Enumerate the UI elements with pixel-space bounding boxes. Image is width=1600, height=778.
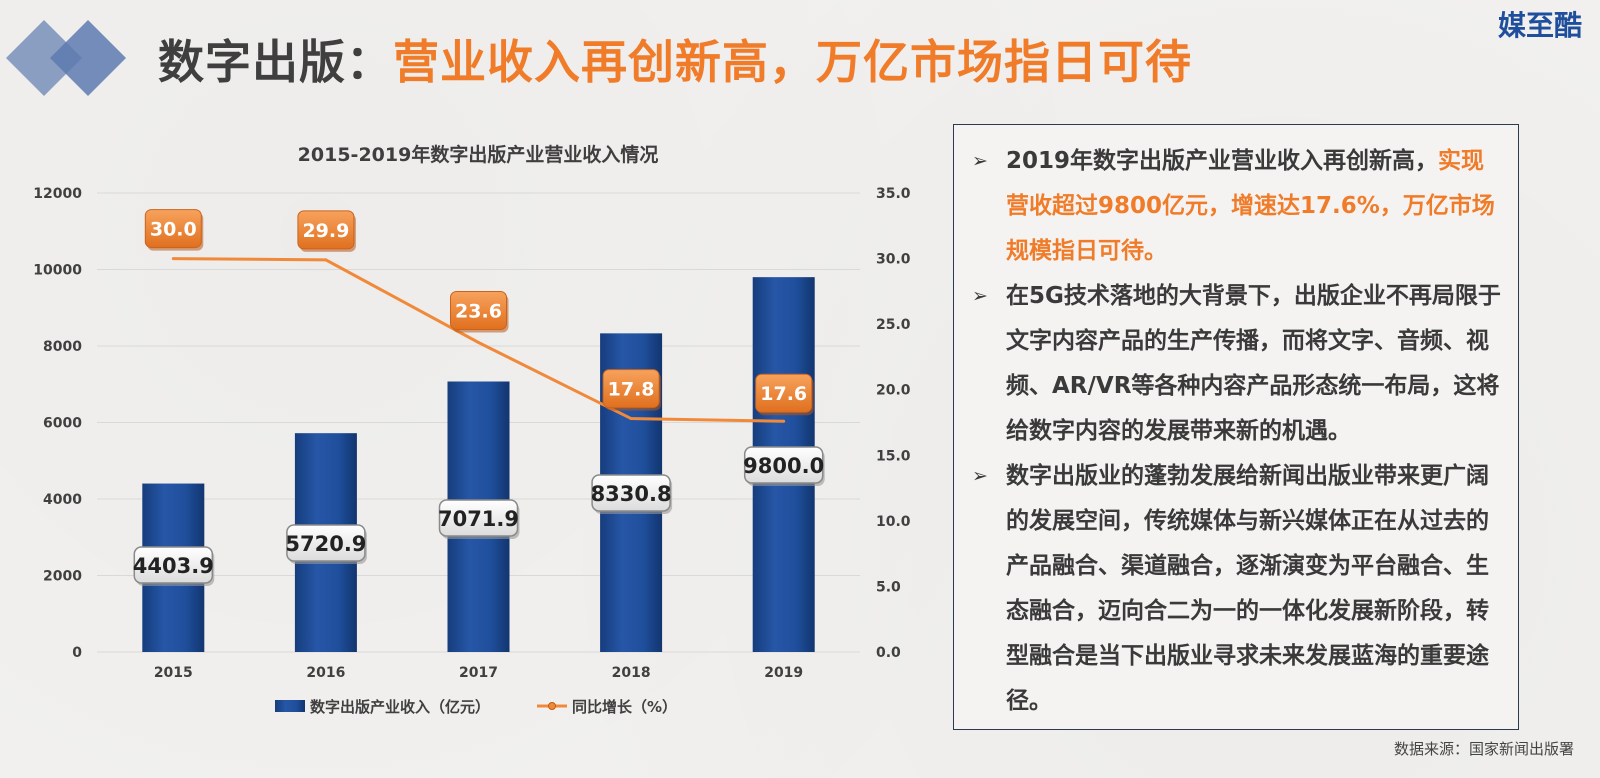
x-tick-label: 2018 xyxy=(612,665,651,681)
line-data-label: 17.8 xyxy=(608,379,655,401)
arrow-bullet-icon: ➢ xyxy=(972,285,988,307)
bullet-item: ➢ 2019年数字出版产业营业收入再创新高，实现营收超过9800亿元，增速达17.… xyxy=(972,139,1502,274)
title-accent: 营业收入再创新高，万亿市场指日可待 xyxy=(393,35,1192,89)
y-left-tick-label: 10000 xyxy=(33,263,82,279)
bullet-text: 在5G技术落地的大背景下，出版企业不再局限于文字内容产品的生产传播，而将文字、音… xyxy=(1006,274,1502,454)
bar-label-box xyxy=(133,546,214,584)
line-point xyxy=(629,417,633,421)
line-data-label: 23.6 xyxy=(455,301,502,323)
x-tick-label: 2016 xyxy=(306,665,345,681)
y-right-tick-label: 15.0 xyxy=(876,448,911,464)
legend-bar-label: 数字出版产业收入（亿元） xyxy=(310,698,490,716)
line-point xyxy=(171,257,175,261)
bullet-segment: 2019年数字出版产业营业收入再创新高， xyxy=(1006,148,1439,174)
line-point xyxy=(324,258,328,262)
summary-panel: ➢ 2019年数字出版产业营业收入再创新高，实现营收超过9800亿元，增速达17.… xyxy=(953,124,1519,730)
bar-label-box xyxy=(743,446,824,484)
y-left-tick-label: 0 xyxy=(72,645,82,661)
bar-data-label: 7071.9 xyxy=(438,507,519,531)
y-left-tick-label: 6000 xyxy=(43,416,82,432)
line-data-label: 30.0 xyxy=(150,219,197,241)
y-left-tick-label: 12000 xyxy=(33,186,82,202)
bar-label-box xyxy=(591,474,671,512)
revenue-chart: 0 2000 4000 6000 8000 10000 12000 0.0 5.0 10.0 15.… xyxy=(33,143,911,716)
title-main: 数字出版： xyxy=(158,35,393,89)
line-label-tag xyxy=(755,373,813,413)
line-label-tag xyxy=(144,209,202,249)
bar-data-label: 4403.9 xyxy=(133,554,214,578)
legend-bar-swatch xyxy=(275,700,305,712)
brand-logo: 媒至酷 xyxy=(1497,9,1582,42)
y-right-tick-label: 30.0 xyxy=(876,252,911,268)
x-tick-label: 2015 xyxy=(154,665,193,681)
line-data-label: 17.6 xyxy=(760,383,807,405)
y-right-tick-label: 0.0 xyxy=(876,645,901,661)
arrow-bullet-icon: ➢ xyxy=(972,465,988,487)
line-label-tag xyxy=(602,369,660,409)
chart-title: 2015-2019年数字出版产业营业收入情况 xyxy=(298,143,659,166)
y-right-tick-label: 5.0 xyxy=(876,579,901,595)
y-right-tick-label: 10.0 xyxy=(876,514,911,530)
bullet-segment: 数字出版业的蓬勃发展给新闻出版业带来更广阔的发展空间，传统媒体与新兴媒体正在从过… xyxy=(1006,463,1489,714)
y-left-tick-label: 2000 xyxy=(43,569,82,585)
y-right-tick-label: 20.0 xyxy=(876,383,911,399)
data-source: 数据来源：国家新闻出版署 xyxy=(1393,740,1574,758)
y-right-tick-label: 35.0 xyxy=(876,186,911,202)
arrow-bullet-icon: ➢ xyxy=(972,150,988,172)
x-tick-label: 2017 xyxy=(459,665,498,681)
bullet-text: 数字出版业的蓬勃发展给新闻出版业带来更广阔的发展空间，传统媒体与新兴媒体正在从过… xyxy=(1006,454,1502,724)
line-point xyxy=(477,341,480,345)
bar-label-box xyxy=(286,524,366,562)
bar-label-box xyxy=(438,499,519,537)
page-title: 数字出版：营业收入再创新高，万亿市场指日可待 xyxy=(158,26,1192,92)
line-data-label: 29.9 xyxy=(302,220,349,242)
bar-data-label: 9800.0 xyxy=(743,454,824,478)
bullet-highlight: 实现营收超过9800亿元，增速达17.6%，万亿市场规模指日可待。 xyxy=(1006,148,1495,264)
line-point xyxy=(782,419,786,423)
bullet-item: ➢ 数字出版业的蓬勃发展给新闻出版业带来更广阔的发展空间，传统媒体与新兴媒体正在从… xyxy=(972,454,1502,724)
bullet-text: 2019年数字出版产业营业收入再创新高，实现营收超过9800亿元，增速达17.6… xyxy=(1006,139,1502,274)
line-label-tag xyxy=(450,291,507,331)
y-left-tick-label: 4000 xyxy=(43,492,82,508)
x-tick-label: 2019 xyxy=(764,665,803,681)
bar-data-label: 8330.8 xyxy=(591,482,672,506)
line-label-tag xyxy=(297,210,355,250)
y-right-tick-label: 25.0 xyxy=(876,317,911,333)
diamond-logo-icon xyxy=(6,20,126,96)
bullet-item: ➢ 在5G技术落地的大背景下，出版企业不再局限于文字内容产品的生产传播，而将文字、… xyxy=(972,274,1502,454)
bar-data-label: 5720.9 xyxy=(285,532,366,556)
y-left-tick-label: 8000 xyxy=(43,339,82,355)
legend-line-label: 同比增长（%） xyxy=(572,698,677,716)
bullet-segment: 在5G技术落地的大背景下，出版企业不再局限于文字内容产品的生产传播，而将文字、音… xyxy=(1006,283,1501,444)
legend-line-marker xyxy=(548,702,556,710)
